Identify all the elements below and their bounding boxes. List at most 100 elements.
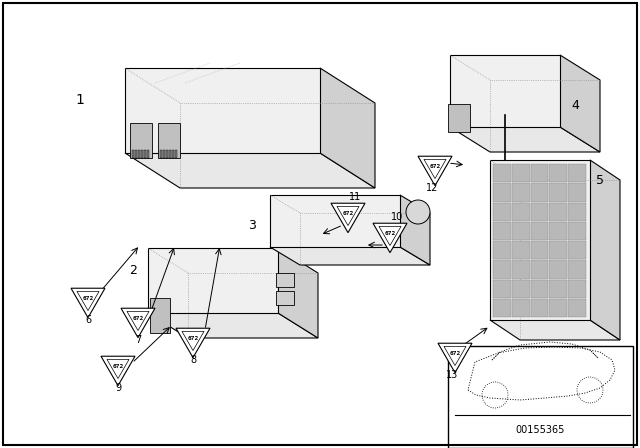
Polygon shape	[320, 68, 375, 188]
Bar	[568, 241, 586, 259]
Text: 672: 672	[188, 336, 198, 340]
Bar	[493, 222, 511, 240]
Polygon shape	[121, 308, 155, 338]
Text: 672: 672	[113, 363, 124, 369]
Polygon shape	[400, 195, 430, 265]
Polygon shape	[331, 203, 365, 233]
Bar	[531, 280, 548, 298]
Bar	[493, 260, 511, 279]
Bar	[568, 299, 586, 317]
Text: 1: 1	[76, 93, 84, 107]
Bar	[493, 164, 511, 182]
Polygon shape	[125, 68, 320, 153]
Polygon shape	[270, 247, 430, 265]
Text: 5: 5	[596, 173, 604, 186]
Bar	[531, 241, 548, 259]
Bar	[512, 183, 530, 202]
Bar	[512, 260, 530, 279]
Bar	[135, 150, 137, 158]
Bar	[448, 346, 633, 448]
Text: 10: 10	[391, 212, 403, 222]
Bar	[549, 222, 567, 240]
Bar	[141, 150, 143, 158]
Bar	[531, 299, 548, 317]
Bar	[531, 222, 548, 240]
Bar	[132, 150, 134, 158]
Bar	[512, 164, 530, 182]
Polygon shape	[373, 223, 407, 253]
Bar	[568, 183, 586, 202]
Polygon shape	[101, 356, 135, 386]
Polygon shape	[418, 156, 452, 185]
Bar	[147, 150, 149, 158]
Bar	[493, 183, 511, 202]
Bar	[512, 299, 530, 317]
Bar	[493, 280, 511, 298]
Polygon shape	[450, 55, 560, 127]
Bar	[568, 164, 586, 182]
Text: 672: 672	[132, 315, 143, 320]
Text: 672: 672	[385, 231, 396, 236]
Bar	[448, 104, 470, 132]
Bar	[276, 291, 294, 305]
Polygon shape	[450, 127, 600, 152]
Text: 6: 6	[85, 315, 91, 325]
Polygon shape	[278, 248, 318, 338]
Bar	[568, 222, 586, 240]
Text: 13: 13	[446, 370, 458, 380]
Bar	[493, 241, 511, 259]
Bar	[512, 222, 530, 240]
Text: 672: 672	[342, 211, 354, 215]
Polygon shape	[148, 248, 278, 313]
Bar	[276, 273, 294, 287]
Polygon shape	[490, 160, 590, 320]
Circle shape	[406, 200, 430, 224]
Bar	[175, 150, 177, 158]
Bar	[531, 183, 548, 202]
Text: 11: 11	[349, 192, 361, 202]
Bar	[169, 150, 171, 158]
Bar	[568, 280, 586, 298]
Bar	[568, 260, 586, 279]
Text: 00155365: 00155365	[515, 425, 564, 435]
Text: 2: 2	[129, 263, 137, 276]
Bar	[138, 150, 140, 158]
Bar	[512, 202, 530, 221]
Text: 8: 8	[190, 355, 196, 365]
Bar	[549, 260, 567, 279]
Bar	[549, 183, 567, 202]
Bar	[568, 202, 586, 221]
Bar	[549, 299, 567, 317]
Bar	[163, 150, 165, 158]
Polygon shape	[490, 320, 620, 340]
Bar	[493, 202, 511, 221]
Polygon shape	[125, 153, 375, 188]
Polygon shape	[148, 313, 318, 338]
Bar	[531, 260, 548, 279]
Polygon shape	[71, 288, 105, 318]
Bar	[512, 241, 530, 259]
Bar	[160, 150, 162, 158]
Text: 672: 672	[83, 296, 93, 301]
Polygon shape	[270, 195, 400, 247]
Text: 7: 7	[135, 335, 141, 345]
Bar	[130, 123, 152, 158]
Bar	[549, 241, 567, 259]
Bar	[549, 164, 567, 182]
Bar	[493, 299, 511, 317]
Text: 672: 672	[429, 164, 440, 168]
Bar	[549, 280, 567, 298]
Polygon shape	[590, 160, 620, 340]
Text: 3: 3	[248, 219, 256, 232]
Polygon shape	[176, 328, 210, 358]
Bar	[531, 164, 548, 182]
Text: 12: 12	[426, 183, 438, 193]
Bar	[531, 202, 548, 221]
Bar	[158, 123, 180, 158]
Text: 672: 672	[449, 350, 461, 356]
Bar	[512, 280, 530, 298]
Bar	[549, 202, 567, 221]
Text: 9: 9	[115, 383, 121, 393]
Bar	[144, 150, 146, 158]
Bar	[172, 150, 174, 158]
